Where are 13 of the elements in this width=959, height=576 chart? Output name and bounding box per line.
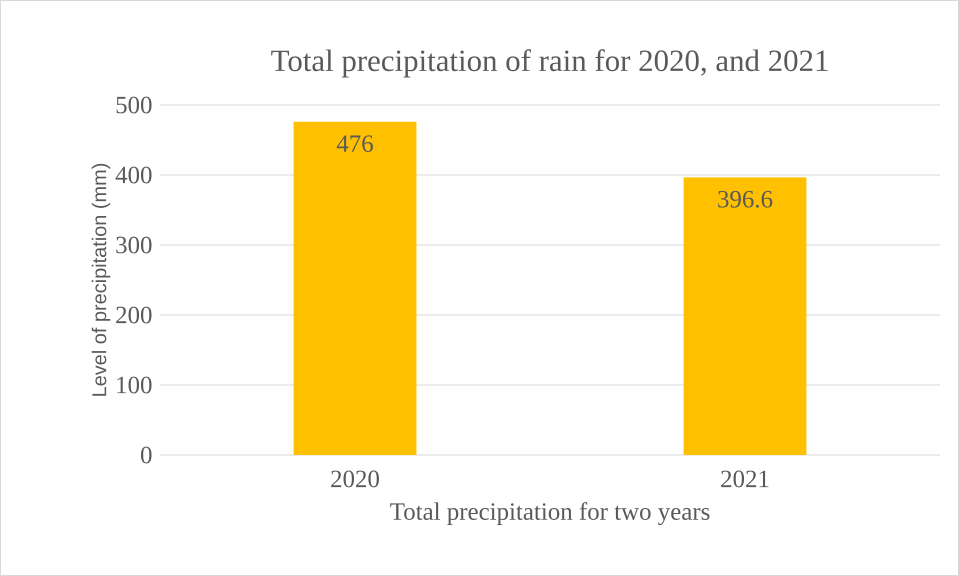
y-tick-label: 200 (116, 306, 152, 324)
y-tick-label: 400 (116, 166, 152, 184)
x-tick-label: 2020 (331, 470, 379, 488)
x-tick-label: 2021 (721, 470, 768, 488)
y-tick-label: 0 (140, 446, 152, 464)
y-tick-label: 300 (116, 236, 152, 254)
x-axis-title: Total precipitation for two years (390, 502, 710, 526)
data-label: 476 (336, 135, 373, 152)
data-label: 396.6 (718, 190, 772, 208)
chart-title: Total precipitation of rain for 2020, and 2021 (271, 49, 828, 78)
y-tick-label: 500 (116, 96, 152, 114)
y-tick-label: 100 (117, 376, 152, 394)
y-axis-title: Level of precipitation (mm) (92, 164, 110, 396)
